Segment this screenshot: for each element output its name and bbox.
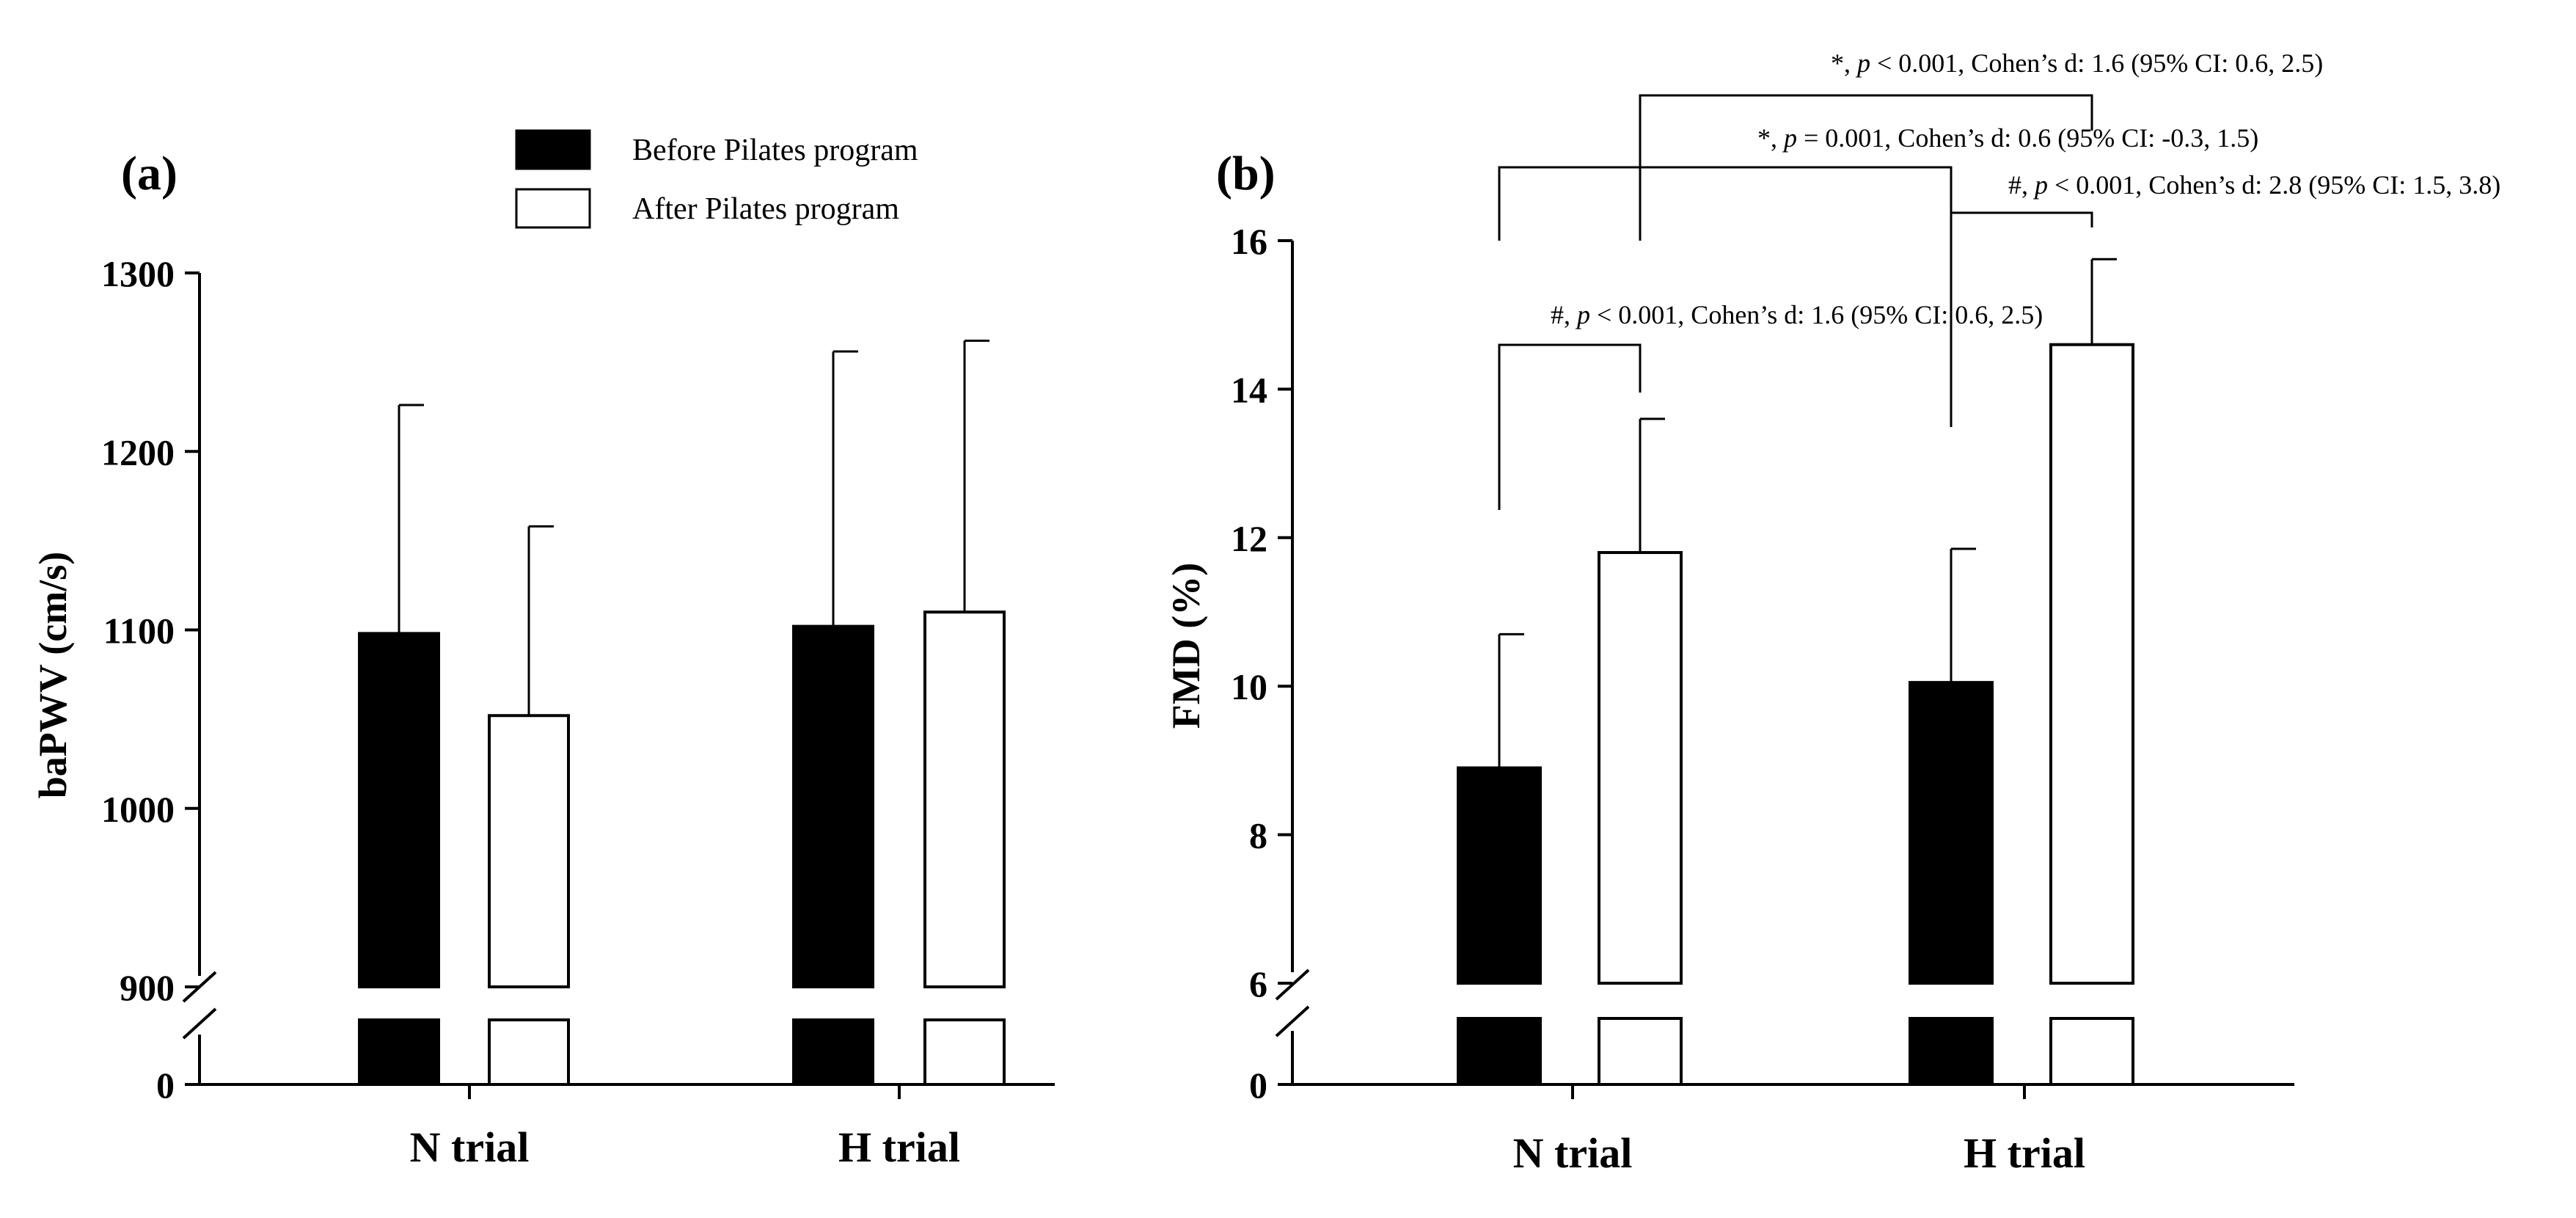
panel-b-bar-stub-n-trial-after [1598,1017,1683,1086]
panel-b-bar-n-trial-before [1457,766,1542,985]
panel-b: (b) FMD (%) 0 6 8 10 12 14 16 N trial H trial… [1164,48,2500,1177]
legend-after-swatch [515,188,591,229]
panel-a: (a) baPWV (cm/s) 0 900 1000 1100 1200 1300 N… [31,147,1055,1171]
panel-b-axis-break-lower [1275,1005,1310,1038]
panel-a-bar-stub-n-trial-after [488,1018,570,1086]
legend-before-label: Before Pilates program [632,134,918,167]
panel-b-y-tick-label-16: 16 [1231,221,1267,262]
panel-a-category-h-trial: H trial [838,1123,960,1171]
panel-a-y-tick-label-0: 0 [156,1065,175,1106]
panel-b-bar-h-trial-after [2049,343,2134,985]
panel-b-category-n-trial: N trial [1513,1129,1633,1177]
panel-a-bar-h-trial-before [792,624,874,988]
legend: Before Pilates program After Pilates pro… [515,129,918,229]
panel-a-label: (a) [121,147,178,200]
panel-b-bars [1457,258,2134,1086]
significance-brackets [1498,94,2093,510]
panel-a-bar-stub-h-trial-before [792,1018,874,1086]
annotation-h-trial-before-after: #, p < 0.001, Cohen’s d: 2.8 (95% CI: 1.… [2008,170,2500,200]
panel-a-y-tick-label-1100: 1100 [103,610,175,652]
panel-a-y-tick-label-1000: 1000 [101,789,175,830]
panel-a-y-tick-label-1200: 1200 [101,431,175,473]
panel-a-bar-stub-n-trial-before [358,1018,440,1086]
panel-a-y-axis-title: baPWV (cm/s) [31,552,75,798]
panel-b-bar-stub-n-trial-before [1457,1017,1542,1086]
panel-a-bar-h-trial-after [923,610,1006,988]
panel-b-y-tick-label-10: 10 [1231,666,1267,707]
panel-b-y-tick-label-14: 14 [1231,369,1267,410]
panel-b-y-tick-label-0: 0 [1249,1065,1267,1106]
panel-b-bar-h-trial-before [1909,681,1994,985]
panel-a-bars [358,339,1006,1086]
panel-a-axis-break-lower [182,1007,217,1040]
panel-b-category-h-trial: H trial [1964,1129,2085,1177]
panel-b-bar-stub-h-trial-before [1909,1017,1994,1086]
panel-a-bar-stub-h-trial-after [923,1018,1006,1086]
bracket-h-trial-before-after [1950,211,2093,427]
panel-a-bar-n-trial-before [358,632,440,988]
legend-after-label: After Pilates program [632,192,899,226]
annotation-n-trial-before-after: #, p < 0.001, Cohen’s d: 1.6 (95% CI: 0.… [1551,300,2043,329]
panel-a-bar-n-trial-after [488,714,570,988]
panel-a-category-n-trial: N trial [410,1123,530,1171]
panel-a-y-tick-label-900: 900 [120,967,175,1008]
bracket-before-n-vs-h [1498,166,1953,241]
panel-b-y-tick-label-12: 12 [1231,518,1267,559]
panel-b-y-ticks: 6 8 10 12 14 16 [1231,221,1292,1004]
panel-b-bar-n-trial-after [1598,551,1683,985]
panel-b-y-tick-label-8: 8 [1249,815,1267,856]
panel-a-y-tick-label-1300: 1300 [101,253,175,294]
annotation-after-n-vs-h: *, p < 0.001, Cohen’s d: 1.6 (95% CI: 0.… [1831,48,2323,78]
panel-b-label: (b) [1216,147,1276,200]
panel-b-bar-stub-h-trial-after [2049,1017,2134,1086]
panel-a-y-ticks: 900 1000 1100 1200 1300 [101,253,200,1008]
annotation-before-n-vs-h: *, p = 0.001, Cohen’s d: 0.6 (95% CI: -0… [1757,123,2258,153]
bracket-n-trial-before-after [1498,343,1642,510]
bracket-after-n-vs-h [1639,94,2093,241]
panel-b-y-tick-label-6: 6 [1249,963,1267,1004]
panel-b-y-axis-title: FMD (%) [1164,563,1208,729]
legend-before-swatch [515,129,591,170]
